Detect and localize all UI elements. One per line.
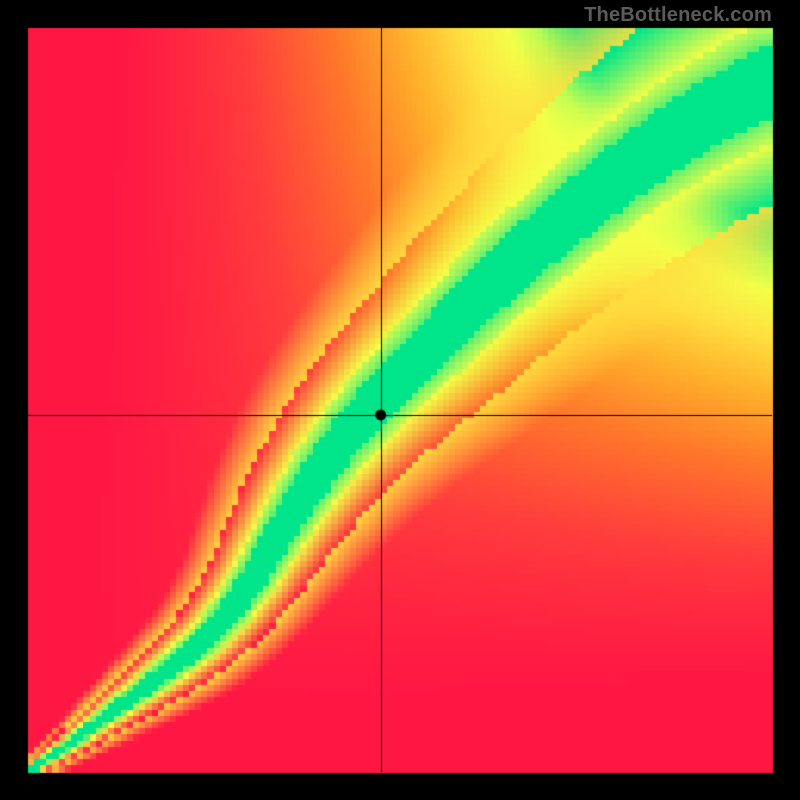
watermark-text: TheBottleneck.com xyxy=(584,4,772,27)
bottleneck-heatmap xyxy=(0,0,800,800)
